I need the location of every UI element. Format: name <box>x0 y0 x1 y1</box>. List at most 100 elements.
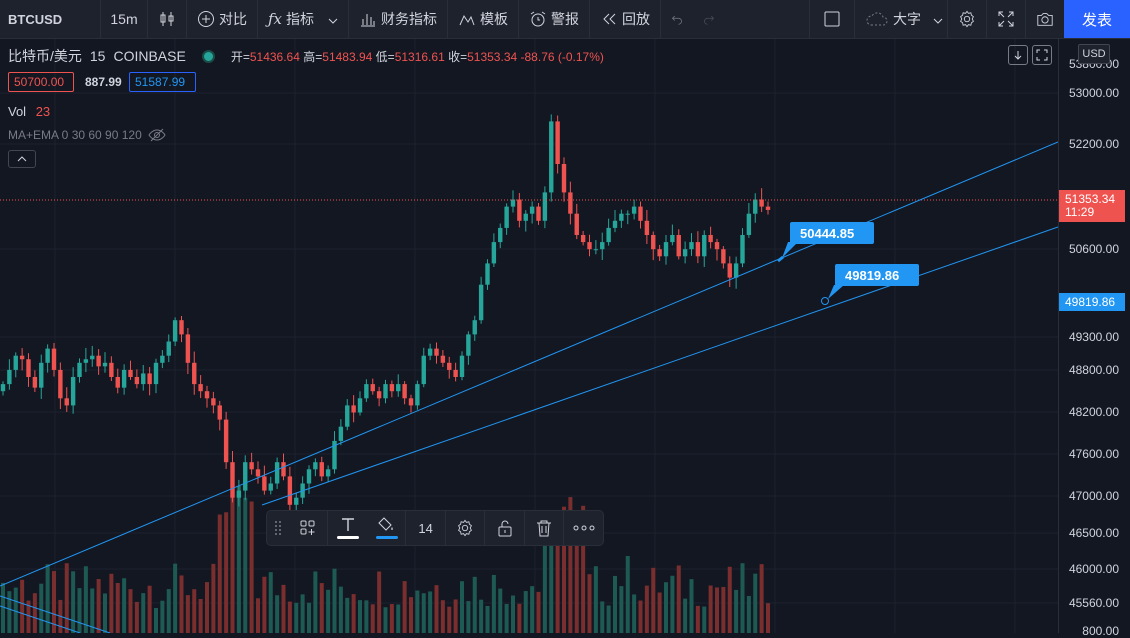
toolbar-divider <box>447 0 449 38</box>
high-label: 高= <box>303 49 323 64</box>
candle-body <box>70 377 76 406</box>
text-color-button[interactable] <box>328 511 367 545</box>
fullscreen-button[interactable] <box>987 0 1025 38</box>
eye-hidden-icon[interactable] <box>148 128 166 142</box>
alert-button[interactable]: 警报 <box>519 0 589 38</box>
candle-body <box>517 199 522 221</box>
candle-body <box>459 355 465 377</box>
layout-button[interactable] <box>810 0 854 38</box>
volume-bar <box>447 606 452 633</box>
volume-label: Vol <box>8 104 27 119</box>
trend-line-bottom-left-2[interactable] <box>0 605 81 633</box>
price-axis-label: 48800.00 <box>1068 363 1119 377</box>
chart-canvas[interactable] <box>0 39 1058 633</box>
undo-button[interactable] <box>661 0 693 38</box>
change-value: -88.76 (-0.17%) <box>520 49 604 64</box>
candle-body <box>504 206 509 228</box>
symbol-search-button[interactable]: BTCUSD <box>8 11 63 27</box>
interval-button[interactable]: 15m <box>110 11 138 27</box>
text-color-swatch <box>337 536 360 539</box>
volume-bar <box>185 595 190 633</box>
scroll-down-button[interactable] <box>1008 45 1028 65</box>
candle-body <box>765 206 771 210</box>
sell-price-box[interactable]: 50700.00 <box>8 72 74 92</box>
bar-chart-icon <box>359 10 377 28</box>
volume-bar <box>166 589 171 633</box>
trend-line-bottom-left[interactable] <box>0 595 111 633</box>
high-value: 51483.94 <box>322 49 373 64</box>
volume-bar <box>734 589 739 633</box>
templates-tool-button[interactable] <box>289 511 328 545</box>
candle-body <box>549 121 554 193</box>
price-axis-label-partial: 800.00 <box>1082 624 1119 638</box>
delete-button[interactable] <box>525 511 564 545</box>
price-callout-upper[interactable]: 50444.85 <box>790 222 874 244</box>
volume-bar <box>96 579 101 633</box>
candle-body <box>600 242 605 250</box>
volume-bar <box>90 588 95 633</box>
font-size-button[interactable]: 大字 <box>855 0 947 38</box>
chart-type-button[interactable] <box>148 0 186 38</box>
price-callout-lower[interactable]: 49819.86 <box>835 264 919 286</box>
currency-button[interactable]: USD <box>1078 44 1110 64</box>
volume-bar <box>332 568 337 633</box>
drawing-settings-button[interactable] <box>446 511 485 545</box>
volume-bar <box>83 566 88 633</box>
toolbar-divider <box>147 0 148 38</box>
line-anchor-handle[interactable] <box>821 297 829 305</box>
indicators-button[interactable]: ƒx 指标 <box>258 0 348 38</box>
volume-bar <box>32 593 37 633</box>
trend-line-upper[interactable] <box>0 141 1058 587</box>
financials-button[interactable]: 财务指标 <box>349 0 447 38</box>
replay-button[interactable]: 回放 <box>590 0 660 38</box>
trash-icon <box>537 520 552 537</box>
trend-line-lower[interactable] <box>261 226 1058 506</box>
close-label: 收= <box>448 49 468 64</box>
ma-ema-legend[interactable]: MA+EMA 0 30 60 90 120 <box>8 128 166 142</box>
symbol-name[interactable]: 比特币/美元 <box>8 48 82 64</box>
price-axis[interactable]: 53800.00 53000.00 52200.00 50600.00 49300.00… <box>1058 39 1130 638</box>
candle-body <box>727 263 732 278</box>
redo-button[interactable] <box>693 0 725 38</box>
candle-body <box>478 284 484 321</box>
price-axis-label: 46000.00 <box>1068 562 1119 576</box>
close-value: 51353.34 <box>467 49 518 64</box>
indicators-label: 指标 <box>286 11 315 27</box>
collapse-legend-button[interactable] <box>8 150 36 168</box>
candle-body <box>268 483 273 491</box>
font-size-selector[interactable]: 14 <box>418 520 433 536</box>
line-price-tag: 49819.86 <box>1059 293 1125 311</box>
volume-bar <box>128 589 133 633</box>
candle-body <box>759 199 764 207</box>
maximize-pane-button[interactable] <box>1032 45 1052 65</box>
line-color-button[interactable] <box>367 511 406 545</box>
candle-body <box>491 242 497 264</box>
more-options-button[interactable] <box>564 511 603 545</box>
volume-bar <box>587 574 592 633</box>
volume-bar <box>479 599 484 633</box>
market-status-dot[interactable] <box>201 49 215 63</box>
toolbar-divider <box>1025 0 1026 38</box>
volume-legend[interactable]: Vol 23 <box>8 104 50 119</box>
publish-button[interactable]: 发表 <box>1064 0 1130 38</box>
buy-price-box[interactable]: 51587.99 <box>129 72 196 92</box>
more-icon <box>573 525 595 531</box>
candle-body <box>606 227 611 243</box>
drag-handle[interactable] <box>267 511 289 545</box>
lock-button[interactable] <box>485 511 524 545</box>
volume-bar <box>396 604 401 633</box>
countdown-timer: 11:29 <box>1065 205 1095 219</box>
volume-bar <box>530 586 535 633</box>
templates-button[interactable]: 模板 <box>448 0 518 38</box>
compare-button[interactable]: 对比 <box>187 0 257 38</box>
candle-body <box>332 440 337 470</box>
snapshot-button[interactable] <box>1026 0 1064 38</box>
open-value: 51436.64 <box>249 49 300 64</box>
candle-body <box>370 384 375 392</box>
settings-button[interactable] <box>948 0 986 38</box>
arrow-down-icon <box>1014 51 1022 60</box>
candle-body <box>243 462 248 491</box>
volume-bar <box>275 595 280 633</box>
toolbar-divider <box>589 0 591 38</box>
candle-body <box>319 462 324 477</box>
